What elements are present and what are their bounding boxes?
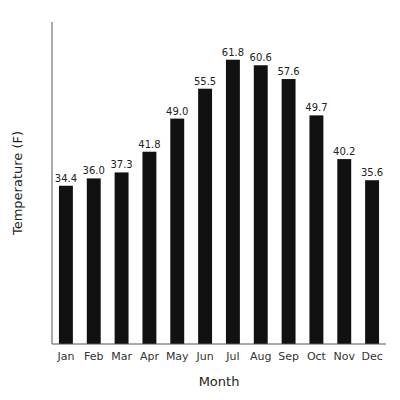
x-tick-label: Feb <box>84 350 103 363</box>
bar <box>115 172 129 344</box>
x-tick-label: Sep <box>278 350 299 363</box>
data-label: 40.2 <box>333 146 355 157</box>
data-label: 61.8 <box>222 47 244 58</box>
y-axis-line <box>52 22 53 344</box>
x-tick-label: Jul <box>225 350 239 363</box>
x-tick-label: Jan <box>56 350 74 363</box>
bar <box>309 115 323 344</box>
x-tick-label: May <box>166 350 189 363</box>
bar <box>282 79 296 344</box>
data-label: 49.7 <box>305 102 327 113</box>
x-tick-label: Aug <box>250 350 271 363</box>
chart: 34.4 36.0 37.3 41.8 49.0 55.5 61.8 60.6 57.6 49.7… <box>0 0 400 400</box>
bar <box>365 180 379 344</box>
x-tick-label: Oct <box>307 350 327 363</box>
data-label: 37.3 <box>110 159 132 170</box>
bars <box>59 60 379 344</box>
bar <box>170 119 184 344</box>
bar <box>87 178 101 344</box>
x-tick-label: Dec <box>361 350 382 363</box>
bar <box>59 186 73 344</box>
x-tick-label: Jun <box>195 350 213 363</box>
x-tick-label: Apr <box>140 350 160 363</box>
y-axis-label: Temperature (F) <box>10 131 25 236</box>
x-axis-line <box>52 344 386 345</box>
bar <box>337 159 351 344</box>
chart-container: 34.4 36.0 37.3 41.8 49.0 55.5 61.8 60.6 57.6 49.7… <box>0 0 400 400</box>
data-label: 41.8 <box>138 139 160 150</box>
bar <box>254 65 268 344</box>
data-label: 36.0 <box>83 165 105 176</box>
bar <box>226 60 240 344</box>
data-label: 49.0 <box>166 106 188 117</box>
x-axis-label: Month <box>199 374 240 389</box>
bar <box>198 89 212 344</box>
x-tick-label: Mar <box>111 350 132 363</box>
data-label: 57.6 <box>277 66 299 77</box>
data-label: 34.4 <box>55 173 77 184</box>
data-label: 60.6 <box>250 52 272 63</box>
bar <box>142 152 156 344</box>
data-label: 35.6 <box>361 167 383 178</box>
x-tick-label: Nov <box>334 350 356 363</box>
data-label: 55.5 <box>194 76 216 87</box>
